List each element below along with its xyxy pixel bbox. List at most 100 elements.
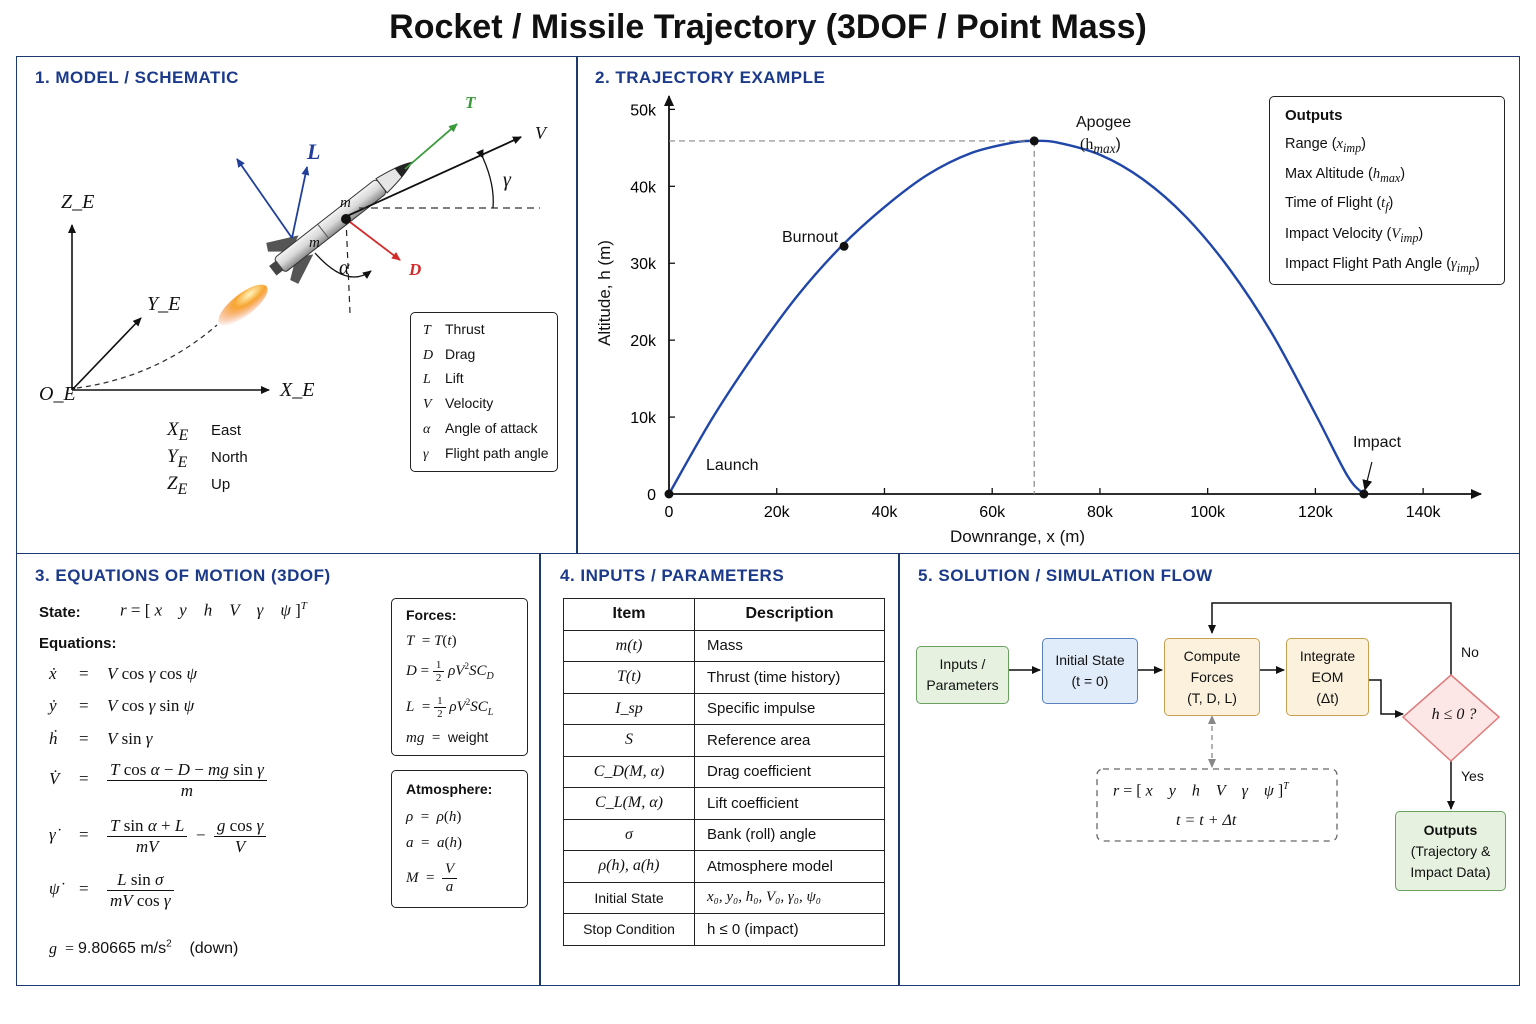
flow-panel-title: 5. SOLUTION / SIMULATION FLOW (918, 566, 1213, 585)
origin-label: O_E (39, 383, 76, 405)
parameters-table: Item Description m(t) Mass T(t) Thrust (ti… (563, 598, 885, 946)
x-tick-label: 120k (1298, 504, 1334, 521)
alpha-arc (314, 252, 372, 279)
x-tick-label: 100k (1190, 504, 1226, 521)
eq-x-dot: ẋ = V cos γ cos ψ (49, 664, 197, 683)
table-row: T(t) Thrust (time history) (563, 661, 885, 694)
trajectory-chart: 0 20k 40k 60k 80k 100k 120k 140k 0 10k 20k 30k 40k 50… (630, 95, 1482, 521)
header-item: Item (563, 598, 695, 631)
table-row: S Reference area (563, 724, 885, 757)
page-title: Rocket / Missile Trajectory (3DOF / Poin… (389, 8, 1147, 46)
initial-state-box: Initial State (t = 0) (1042, 638, 1138, 704)
output-item: Max Altitude (hmax) (1285, 166, 1406, 185)
y-tick-label: 30k (630, 256, 657, 273)
y-axis-label: Y_E (147, 293, 181, 315)
velocity-label: V (535, 123, 546, 143)
output-item: Range (ximp) (1285, 136, 1366, 155)
axis-meaning-list: XE East YE North ZE Up (167, 419, 248, 500)
no-label: No (1461, 644, 1479, 660)
thrust-vector (404, 123, 458, 170)
outputs-box: Outputs Range (ximp) Max Altitude (hmax)… (1269, 96, 1505, 285)
mass-label-2: m (309, 235, 320, 251)
x-tick-label: 80k (1087, 504, 1114, 521)
vector-legend: T Thrust D Drag L Lift V Velocity α Angle of … (410, 312, 558, 472)
center-of-mass (341, 214, 351, 224)
z-axis-label: Z_E (61, 191, 95, 213)
legend-item: L Lift (423, 370, 464, 387)
gravity-constant: g = 9.80665 m/s2 (down) (49, 939, 239, 958)
y-tick-label: 0 (647, 487, 656, 504)
body-axis-line (345, 218, 351, 314)
flow-state-vector: r = [ x y h V γ ψ ]T (1113, 781, 1289, 800)
exhaust-flame (218, 284, 268, 326)
launch-label: Launch (706, 457, 759, 474)
forces-title: Forces: (406, 607, 457, 623)
y-tick-label: 20k (630, 333, 657, 350)
velocity-vector (344, 136, 522, 218)
y-tick-label: 50k (630, 102, 657, 119)
output-item: Impact Velocity (Vimp) (1285, 226, 1424, 245)
eq-h-dot: ḣ = V sin γ (49, 729, 153, 748)
eq-psi-dot: ψ̇ = L sin σ mV cos γ (49, 870, 174, 911)
yes-label: Yes (1461, 768, 1484, 784)
eom-panel-title: 3. EQUATIONS OF MOTION (3DOF) (35, 566, 331, 585)
launch-point (664, 489, 674, 499)
model-panel: 1. MODEL / SCHEMATIC (16, 56, 578, 554)
time-update: t = t + Δt (1176, 812, 1237, 829)
y-tick-label: 10k (630, 410, 657, 427)
thrust-label: T (465, 93, 476, 112)
table-row: Initial State x₀, y₀, h₀, V₀, γ₀, ψ₀ (563, 881, 885, 914)
y-tick-label: 40k (630, 179, 657, 196)
table-row: C_L(M, α) Lift coefficient (563, 787, 885, 820)
inputs-panel: 4. INPUTS / PARAMETERS Item Description … (539, 553, 900, 986)
lift-label: L (307, 139, 321, 164)
force-weight-eq: mg = weight (406, 729, 489, 746)
gamma-arc (476, 149, 494, 209)
x-tick-label: 20k (764, 504, 791, 521)
table-row: C_D(M, α) Drag coefficient (563, 755, 885, 788)
flow-panel: 5. SOLUTION / SIMULATION FLOW (898, 553, 1520, 986)
drag-vector (345, 218, 401, 261)
axis-meaning-y: YE North (167, 446, 248, 471)
state-vector: r = [ x y h V γ ψ ]T (120, 600, 307, 620)
apogee-label: Apogee (1076, 114, 1132, 131)
axis-meaning-z: ZE Up (167, 473, 231, 498)
integrate-eom-box: Integrate EOM (Δt) (1286, 638, 1369, 716)
y-axis-title: Altitude, h (m) (595, 240, 614, 346)
eq-y-dot: ẏ = V cos γ sin ψ (49, 696, 195, 715)
burnout-point (839, 241, 849, 251)
table-header-row: Item Description (563, 598, 885, 631)
header-description: Description (694, 598, 885, 631)
x-tick-label: 60k (979, 504, 1006, 521)
state-label: State: (39, 604, 81, 621)
sound-speed-eq: a = a(h) (406, 835, 462, 851)
equations-label: Equations: (39, 635, 117, 652)
alpha-label: α (339, 257, 350, 279)
y-axis (71, 317, 142, 391)
force-thrust-eq: T = T(t) (406, 633, 457, 649)
impact-pointer (1362, 461, 1373, 491)
lift-vector (236, 158, 293, 239)
outputs-result-box: Outputs (Trajectory & Impact Data) (1395, 811, 1506, 891)
apogee-symbol: (hmax) (1080, 136, 1121, 157)
output-item: Time of Flight (tf) (1285, 195, 1394, 214)
table-row: ρ(h), a(h) Atmosphere model (563, 850, 885, 883)
lift-vector-2 (291, 166, 310, 239)
mass-label: m (340, 195, 351, 211)
atmosphere-title: Atmosphere: (406, 781, 493, 797)
legend-item: γ Flight path angle (423, 445, 549, 462)
table-row: Stop Condition h ≤ 0 (impact) (563, 913, 885, 946)
legend-item: T Thrust (423, 321, 485, 338)
apogee-point (1029, 136, 1039, 146)
stop-decision: h ≤ 0 ? (1431, 706, 1477, 723)
drag-label: D (409, 260, 422, 279)
model-panel-title: 1. MODEL / SCHEMATIC (35, 68, 239, 87)
trajectory-line (667, 139, 1365, 495)
inputs-panel-title: 4. INPUTS / PARAMETERS (560, 566, 785, 585)
